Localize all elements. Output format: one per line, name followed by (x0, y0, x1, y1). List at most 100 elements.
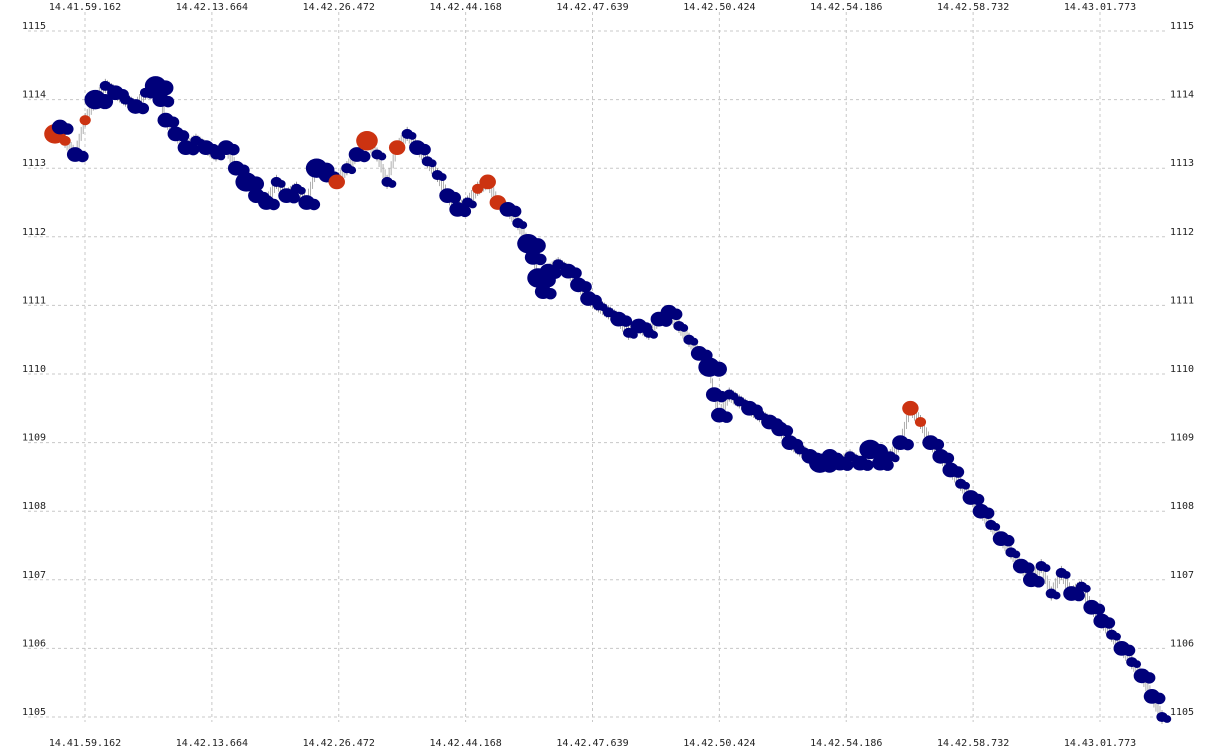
trade-bubble (438, 173, 447, 181)
trade-bubble (689, 337, 699, 346)
axis-labels: 1115 1115 1114 1114 1113 1113 1112 1112 1111 1111… (22, 2, 1194, 749)
trade-bubble (136, 102, 150, 115)
trade-bubble (841, 459, 854, 471)
x-tick-label-top: 14.42.54.186 (810, 2, 882, 13)
trade-bubble (1143, 672, 1156, 684)
trade-bubble (418, 143, 431, 156)
trade-bubble (549, 267, 562, 279)
trade-bubble (509, 205, 522, 218)
trade-bubble (1072, 589, 1085, 602)
trade-bubble (161, 95, 175, 108)
trade-bubble (1082, 584, 1091, 593)
y-tick-label-left: 1105 (22, 707, 46, 718)
x-tick-label-top: 14.42.47.639 (556, 2, 628, 13)
trade-bubble (931, 438, 945, 451)
trade-bubble (347, 166, 357, 175)
y-tick-label-left: 1106 (22, 638, 46, 649)
x-tick-label-top: 14.42.44.168 (430, 2, 502, 13)
y-tick-label-right: 1109 (1170, 433, 1194, 444)
trade-bubble (861, 459, 874, 471)
trade-bubble (61, 123, 74, 135)
y-tick-label-left: 1107 (22, 570, 46, 581)
trade-bubble (1162, 715, 1172, 723)
x-tick-label-bottom: 14.41.59.162 (49, 738, 121, 749)
trade-bubble (79, 115, 91, 126)
y-tick-label-right: 1111 (1170, 295, 1194, 306)
trade-bubble (1022, 562, 1035, 574)
trade-bubble (991, 523, 1001, 531)
trade-bubble (388, 140, 406, 155)
y-tick-label-right: 1115 (1170, 21, 1194, 32)
y-tick-label-left: 1109 (22, 433, 46, 444)
trade-bubble (569, 267, 582, 279)
trade-bubble (982, 507, 995, 519)
y-tick-label-left: 1108 (22, 501, 46, 512)
trade-bubble (544, 287, 557, 300)
trade-bubble (428, 159, 437, 168)
trade-bubble (720, 411, 733, 423)
trade-bubble (216, 152, 226, 161)
y-tick-label-right: 1113 (1170, 158, 1194, 169)
trade-bubble (901, 438, 914, 451)
trade-bubble (328, 174, 345, 190)
trade-bubble (534, 253, 547, 266)
x-tick-label-bottom: 14.42.50.424 (683, 738, 755, 749)
x-tick-label-bottom: 14.42.13.664 (176, 738, 248, 749)
trade-bubble (59, 135, 71, 146)
trade-bubble (377, 152, 387, 161)
trade-bubble (356, 131, 378, 151)
y-tick-label-left: 1110 (22, 364, 46, 375)
plot-area (44, 76, 1172, 724)
y-tick-label-right: 1107 (1170, 570, 1194, 581)
trade-bubble (472, 183, 484, 194)
y-tick-label-right: 1105 (1170, 707, 1194, 718)
trade-bubble (679, 324, 689, 332)
trade-bubble (157, 80, 174, 96)
trade-bubble (287, 191, 300, 204)
trade-bubble (1112, 632, 1121, 641)
x-tick-label-bottom: 14.42.58.732 (937, 738, 1009, 749)
trade-bubble (902, 400, 919, 416)
trade-bubble (468, 200, 477, 209)
trade-bubble (972, 493, 985, 506)
trade-bubble (479, 174, 496, 190)
trade-bubble (307, 198, 321, 211)
y-tick-label-left: 1113 (22, 158, 46, 169)
trade-bubble (176, 130, 190, 142)
trade-bubble (619, 315, 633, 327)
trade-bubble (914, 416, 927, 428)
trade-bubble (1153, 692, 1166, 705)
trade-bubble (1042, 564, 1051, 573)
trade-bubble (941, 452, 955, 465)
trade-bubble (277, 180, 286, 188)
x-tick-label-bottom: 14.42.47.639 (556, 738, 628, 749)
trade-bubble (408, 131, 417, 140)
trade-bubble (961, 481, 970, 490)
trade-bubble (710, 361, 727, 377)
y-tick-label-right: 1108 (1170, 501, 1194, 512)
x-tick-label-bottom: 14.42.26.472 (303, 738, 375, 749)
x-tick-label-bottom: 14.42.54.186 (810, 738, 882, 749)
y-tick-label-right: 1112 (1170, 227, 1194, 238)
trade-bubble (518, 221, 528, 229)
trade-bubble (96, 94, 114, 110)
y-tick-label-right: 1106 (1170, 638, 1194, 649)
y-tick-label-left: 1115 (22, 21, 46, 32)
y-tick-label-left: 1114 (22, 90, 46, 101)
trade-bubble (629, 330, 638, 339)
trade-bubble (297, 186, 306, 195)
trade-bubble (529, 238, 546, 254)
trade-bubble (448, 191, 462, 204)
y-tick-label-right: 1114 (1170, 90, 1194, 101)
trade-bubble (358, 150, 371, 163)
trade-bubble (227, 143, 240, 156)
trade-bubble (951, 466, 965, 478)
trade-bubble (579, 281, 592, 293)
trade-bubble (1032, 576, 1045, 588)
x-tick-label-top: 14.42.13.664 (176, 2, 248, 13)
trade-bubble (267, 198, 280, 211)
y-tick-label-left: 1112 (22, 227, 46, 238)
trade-bubble (1052, 591, 1061, 600)
